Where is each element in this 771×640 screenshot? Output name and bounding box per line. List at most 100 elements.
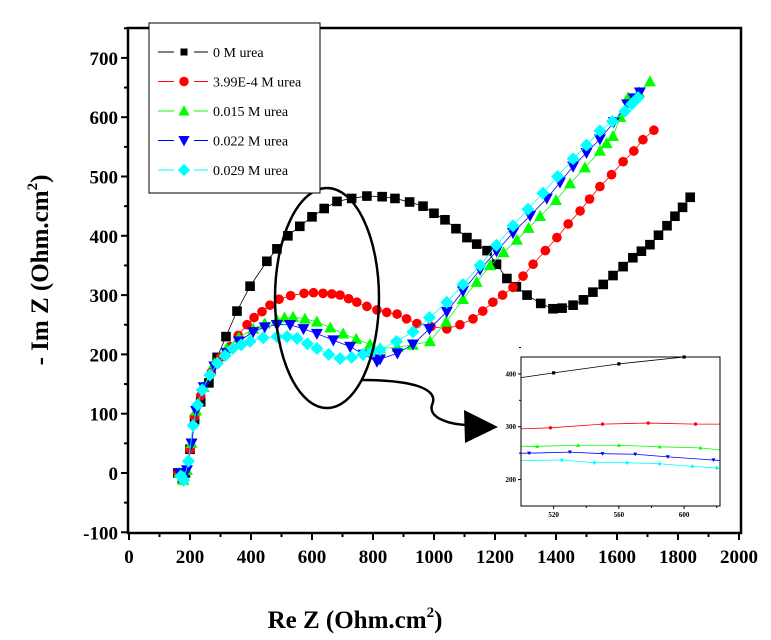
inset-y-tick-label: 400: [506, 370, 517, 378]
data-point: [210, 356, 224, 370]
data-point: [390, 334, 403, 348]
x-tick-label: 1800: [659, 547, 697, 568]
data-point: [488, 297, 498, 308]
data-point: [324, 321, 337, 333]
legend-item: 3.99E-4 M urea: [158, 76, 302, 91]
data-point: [540, 245, 551, 256]
data-point: [440, 306, 453, 318]
data-point: [522, 290, 532, 300]
data-point: [424, 335, 437, 347]
data-point: [191, 398, 205, 412]
data-point: [283, 231, 293, 241]
data-point: [423, 324, 436, 336]
data-point: [406, 325, 420, 339]
inset-data-point: [535, 444, 540, 448]
data-point: [299, 288, 309, 299]
data-point: [177, 473, 191, 487]
data-point: [497, 290, 508, 300]
data-point: [346, 193, 357, 204]
data-point: [607, 129, 620, 141]
inset-data-point: [600, 422, 605, 426]
data-point: [274, 294, 284, 305]
data-point: [377, 191, 387, 202]
data-point: [521, 202, 535, 216]
data-point: [174, 469, 188, 483]
inset-data-point: [624, 460, 630, 465]
data-point: [618, 104, 632, 118]
data-point: [181, 454, 195, 468]
inset-data-point: [592, 460, 597, 465]
legend-marker-icon: [178, 136, 190, 147]
inset-data-point: [711, 458, 716, 463]
data-point: [195, 383, 209, 397]
series-0: [173, 191, 695, 484]
data-point: [310, 315, 323, 327]
data-point: [343, 293, 354, 304]
data-point: [508, 282, 518, 293]
inset-data-point: [698, 445, 703, 450]
data-point: [322, 347, 336, 361]
data-point: [490, 238, 504, 252]
data-point: [335, 290, 345, 300]
data-point: [551, 170, 565, 183]
data-point: [518, 271, 528, 281]
legend-item: 0.015 M urea: [158, 105, 289, 120]
inset-series-line: [521, 451, 721, 461]
x-axis: 0 200 400 600 800 1000 1200 1400 1600 1800 2000: [124, 533, 758, 568]
series-4: [174, 91, 645, 487]
inset-axes: 520 560 600 200 300 400: [506, 346, 718, 519]
data-point: [326, 289, 337, 299]
inset-data-point: [690, 464, 695, 469]
data-point: [578, 295, 589, 305]
data-point: [670, 211, 680, 222]
data-point: [595, 181, 605, 192]
data-point: [287, 310, 300, 322]
data-point: [401, 313, 412, 324]
data-point: [649, 125, 659, 136]
data-point: [593, 134, 606, 146]
data-point: [245, 281, 255, 292]
inset-y-tick-label: 300: [506, 423, 517, 431]
inset-data-point: [567, 450, 572, 455]
data-point: [247, 327, 260, 339]
x-tick-label: 800: [359, 547, 388, 568]
data-point: [497, 246, 510, 258]
data-point: [203, 368, 217, 382]
data-point: [418, 201, 428, 211]
data-point: [462, 232, 472, 243]
legend-label: 0.015 M urea: [213, 105, 289, 120]
inset-data-point: [646, 421, 650, 425]
y-tick-label: 0: [109, 464, 119, 485]
x-tick-label: 1200: [476, 547, 514, 568]
data-point: [307, 212, 317, 222]
data-point: [265, 300, 275, 311]
data-point: [185, 438, 198, 450]
data-point: [256, 331, 270, 345]
y-tick-label: 500: [90, 168, 119, 189]
data-point: [278, 311, 291, 323]
data-point: [528, 259, 538, 270]
data-point: [456, 277, 470, 291]
y-tick-label: 600: [90, 108, 119, 129]
data-point: [280, 330, 294, 344]
data-point: [593, 144, 606, 156]
legend-item: 0.022 M urea: [158, 135, 289, 150]
legend-marker-icon: [180, 48, 188, 56]
inset-frame: [520, 356, 721, 507]
data-point: [471, 239, 482, 249]
data-point: [534, 209, 547, 222]
y-tick-label: 700: [90, 49, 119, 70]
zoom-arrow-line: [361, 378, 471, 427]
inset-data-point: [665, 455, 670, 459]
data-point: [506, 219, 520, 233]
y-tick-label: 100: [90, 405, 119, 426]
data-point: [232, 306, 242, 316]
data-point: [638, 134, 648, 145]
legend-marker-icon: [178, 105, 190, 116]
data-point: [502, 273, 512, 284]
data-point: [352, 297, 362, 308]
data-point: [327, 335, 340, 347]
inset-background: [521, 357, 720, 506]
data-point: [522, 221, 535, 233]
data-point: [308, 287, 319, 298]
